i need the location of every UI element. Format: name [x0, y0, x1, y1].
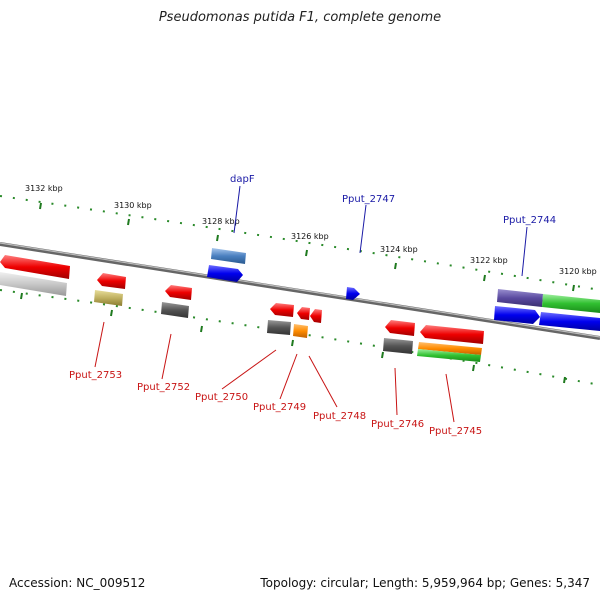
- gene-pput-2746[interactable]: [385, 320, 415, 336]
- gene-pput-2745-functional-a[interactable]: [418, 342, 482, 355]
- gene-label-pput-2748[interactable]: Pput_2748: [313, 411, 366, 422]
- gene-pput-2754-functional[interactable]: [0, 272, 67, 296]
- gene-pput-2753-functional[interactable]: [94, 290, 123, 306]
- gene-pput-2750[interactable]: [270, 303, 294, 317]
- gene-pput-2753[interactable]: [97, 273, 126, 289]
- gene-pput-2744[interactable]: [494, 306, 540, 324]
- scale-label: 3130 kbp: [114, 201, 152, 210]
- gene-pput-2748[interactable]: [310, 309, 322, 323]
- gene-dapF-functional[interactable]: [211, 248, 246, 264]
- top-callout-lines: [233, 185, 528, 277]
- scale-label: 3126 kbp: [291, 232, 329, 241]
- gene-label-pput-2749[interactable]: Pput_2749: [253, 402, 306, 413]
- gene-label-pput-2746[interactable]: Pput_2746: [371, 419, 424, 430]
- scale-label: 3128 kbp: [202, 217, 240, 226]
- gene-pput-2743[interactable]: [539, 312, 600, 331]
- scale-label: 3122 kbp: [470, 256, 508, 265]
- accession-text: Accession: NC_009512: [9, 576, 146, 590]
- gene-label-pput-2747[interactable]: Pput_2747: [342, 194, 395, 205]
- gene-label-dapf[interactable]: dapF: [230, 174, 255, 185]
- gene-pput-2752[interactable]: [165, 285, 192, 300]
- gene-label-pput-2752[interactable]: Pput_2752: [137, 382, 190, 393]
- lower-major-ticks: [20, 292, 566, 384]
- scale-label: 3124 kbp: [380, 245, 418, 254]
- gene-label-pput-2750[interactable]: Pput_2750: [195, 392, 248, 403]
- gene-label-pput-2745[interactable]: Pput_2745: [429, 426, 482, 437]
- gene-pput-2745[interactable]: [420, 325, 484, 344]
- lower-scale-ring: [0, 289, 600, 386]
- map-title: Pseudomonas putida F1, complete genome: [158, 10, 442, 25]
- gene-label-pput-2744[interactable]: Pput_2744: [503, 215, 556, 226]
- gene-pput-2744-functional-b[interactable]: [542, 294, 600, 313]
- gene-label-pput-2753[interactable]: Pput_2753: [69, 370, 122, 381]
- gene-pput-2752-functional[interactable]: [161, 302, 189, 318]
- gene-dapF[interactable]: [207, 265, 243, 282]
- bottom-callout-lines: [94, 321, 455, 423]
- scale-label: 3120 kbp: [559, 267, 597, 276]
- gene-pput-2749[interactable]: [297, 307, 310, 320]
- gene-pput-2747[interactable]: [346, 287, 360, 300]
- gene-pput-2749-functional[interactable]: [293, 324, 308, 338]
- gene-pput-2746-functional[interactable]: [383, 338, 413, 354]
- upper-major-ticks: [39, 202, 575, 292]
- scale-label: 3132 kbp: [25, 184, 63, 193]
- genome-summary-text: Topology: circular; Length: 5,959,964 bp…: [260, 576, 590, 590]
- gene-pput-2754[interactable]: [0, 255, 70, 279]
- gene-pput-2745-functional-b[interactable]: [417, 349, 481, 362]
- upper-scale-ring: [0, 195, 600, 292]
- gene-pput-2750-functional[interactable]: [267, 320, 291, 335]
- gene-pput-2744-functional-a[interactable]: [497, 289, 543, 307]
